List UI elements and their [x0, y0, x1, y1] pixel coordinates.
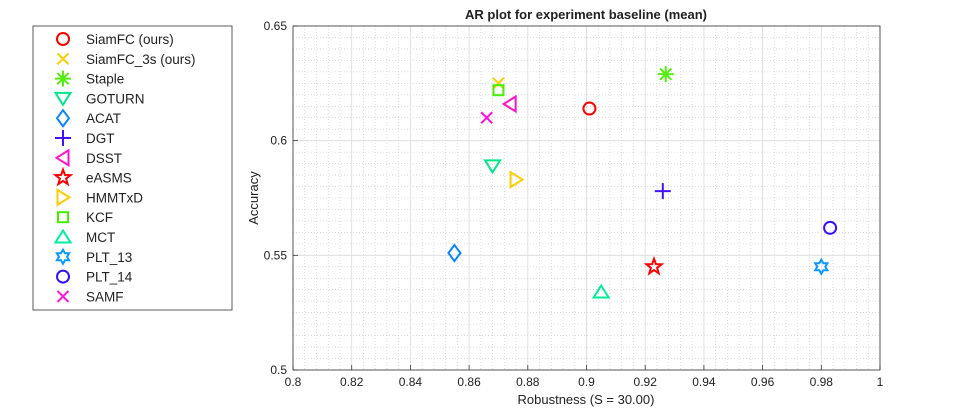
- data-point-easms: [643, 255, 665, 276]
- y-axis-label: Accuracy: [246, 171, 261, 225]
- data-point-dsst: [501, 94, 517, 114]
- legend-marker-circle: [56, 269, 70, 284]
- legend-marker-asterisk: [55, 70, 71, 87]
- legend-item-siamfc-3s-ours: SiamFC_3s (ours): [56, 52, 196, 67]
- legend-item-easms: eASMS: [52, 166, 132, 187]
- legend-marker-triangle-down: [53, 91, 73, 107]
- point-marker-x: [492, 77, 505, 90]
- legend-label: SAMF: [86, 289, 124, 304]
- point-marker-square: [492, 84, 505, 97]
- data-point-kcf: [492, 84, 505, 97]
- legend-label: ACAT: [86, 111, 121, 126]
- legend-label: PLT_14: [86, 270, 133, 285]
- legend-label: KCF: [86, 210, 113, 225]
- x-tick-label: 0.96: [751, 375, 775, 389]
- legend-item-staple: Staple: [55, 70, 124, 87]
- legend-label: HMMTxD: [86, 190, 143, 205]
- x-tick-label: 0.86: [457, 375, 481, 389]
- legend-marker-pentagram: [52, 166, 74, 187]
- y-ticks: 0.5 0.55 0.6 0.65: [264, 19, 298, 377]
- x-tick-label: 0.92: [634, 375, 658, 389]
- data-points: [447, 66, 838, 299]
- legend-marker-hexagram: [55, 247, 71, 266]
- x-axis-label: Robustness (S = 30.00): [518, 392, 655, 407]
- y-tick-label: 0.6: [270, 134, 287, 148]
- data-point-siamfc-3s-ours: [492, 77, 505, 90]
- grid: [292, 25, 881, 371]
- legend-item-goturn: GOTURN: [53, 91, 145, 107]
- point-marker-triangle-up: [591, 283, 611, 299]
- legend-item-plt-13: PLT_13: [55, 247, 132, 266]
- point-marker-asterisk: [657, 66, 674, 83]
- legend-label: eASMS: [86, 171, 132, 186]
- legend-item-dsst: DSST: [54, 148, 122, 168]
- legend-item-siamfc-ours: SiamFC (ours): [56, 32, 174, 47]
- legend-label: MCT: [86, 230, 115, 245]
- y-tick-label: 0.65: [264, 19, 288, 33]
- x-tick-label: 0.8: [285, 375, 302, 389]
- legend-item-samf: SAMF: [56, 289, 124, 304]
- data-point-staple: [657, 66, 674, 83]
- legend-box: [32, 25, 233, 311]
- point-marker-triangle-right: [509, 170, 525, 189]
- legend-marker-triangle-up: [53, 228, 73, 244]
- legend: SiamFC (ours) SiamFC_3s (ours) Staple GOTUR…: [32, 25, 233, 311]
- legend-marker-circle: [56, 32, 70, 46]
- y-tick-label: 0.55: [264, 248, 288, 262]
- legend-item-dgt: DGT: [55, 130, 115, 146]
- x-tick-label: 0.88: [516, 375, 540, 389]
- legend-item-plt-14: PLT_14: [56, 269, 133, 285]
- data-point-plt-13: [813, 257, 830, 276]
- point-marker-diamond: [447, 243, 462, 263]
- point-marker-hexagram: [813, 257, 830, 276]
- legend-marker-x: [56, 290, 70, 303]
- legend-label: DSST: [86, 151, 122, 166]
- point-marker-plus: [654, 183, 671, 200]
- data-point-dgt: [654, 183, 671, 200]
- legend-marker-plus: [55, 130, 71, 146]
- x-tick-label: 0.94: [692, 375, 716, 389]
- legend-item-hmmtxd: HMMTxD: [56, 188, 143, 207]
- legend-label: SiamFC_3s (ours): [86, 52, 196, 67]
- point-marker-circle: [823, 220, 838, 235]
- data-point-samf: [480, 111, 493, 124]
- data-point-siamfc-ours: [582, 101, 597, 116]
- legend-label: GOTURN: [86, 91, 145, 106]
- x-tick-label: 0.82: [340, 375, 364, 389]
- point-marker-pentagram: [643, 255, 665, 276]
- point-marker-triangle-down: [483, 159, 502, 175]
- point-marker-triangle-left: [501, 94, 517, 114]
- legend-marker-diamond: [55, 108, 71, 128]
- legend-item-kcf: KCF: [57, 210, 113, 225]
- chart-title: AR plot for experiment baseline (mean): [465, 7, 707, 22]
- legend-label: PLT_13: [86, 250, 132, 265]
- legend-label: DGT: [86, 131, 115, 146]
- point-marker-circle: [582, 101, 597, 116]
- x-ticks: 0.8 0.82 0.84 0.86 0.88 0.9 0.92 0.94 0.96 0.98 1: [285, 365, 884, 389]
- legend-marker-triangle-left: [54, 148, 70, 168]
- data-point-hmmtxd: [509, 170, 525, 189]
- x-tick-label: 1: [877, 375, 884, 389]
- data-point-plt-14: [823, 220, 838, 235]
- data-point-goturn: [483, 159, 502, 175]
- x-tick-label: 0.84: [399, 375, 423, 389]
- legend-item-acat: ACAT: [55, 108, 121, 128]
- legend-item-mct: MCT: [53, 228, 115, 245]
- x-tick-label: 0.98: [810, 375, 834, 389]
- data-point-mct: [591, 283, 611, 299]
- legend-marker-square: [57, 211, 69, 224]
- legend-marker-x: [56, 52, 70, 66]
- y-tick-label: 0.5: [270, 363, 287, 377]
- x-tick-label: 0.9: [578, 375, 595, 389]
- legend-label: SiamFC (ours): [86, 32, 174, 47]
- point-marker-x: [480, 111, 493, 124]
- data-point-acat: [447, 243, 462, 263]
- legend-marker-triangle-right: [56, 188, 72, 207]
- legend-label: Staple: [86, 72, 124, 87]
